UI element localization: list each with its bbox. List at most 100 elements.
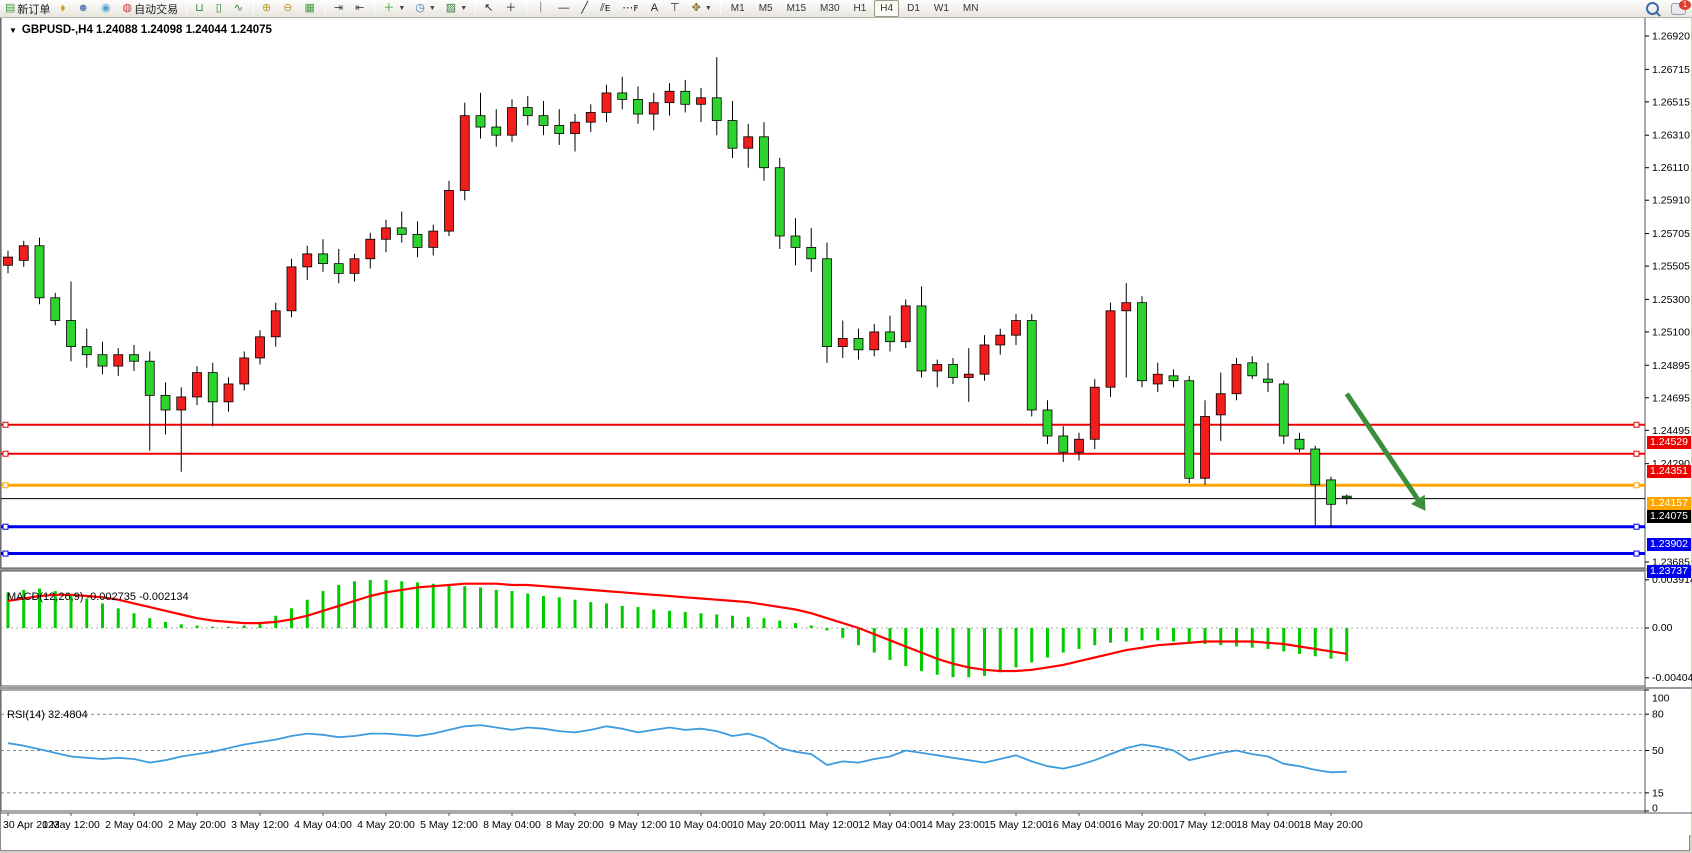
periods-button[interactable]: ◷ ▼ bbox=[411, 0, 440, 17]
candle-body bbox=[570, 121, 580, 134]
time-axis-label: 2 May 20:00 bbox=[168, 819, 226, 831]
chat-icon[interactable]: 1 bbox=[1671, 0, 1691, 15]
chevron-down-icon[interactable]: ▼ bbox=[428, 5, 436, 12]
text-button[interactable]: A bbox=[647, 0, 664, 17]
price-tick-label: 1.25505 bbox=[1652, 261, 1690, 273]
candle-body bbox=[176, 396, 187, 411]
candle-body bbox=[648, 102, 659, 115]
timeframe-h1[interactable]: H1 bbox=[853, 3, 867, 14]
resistance-line-2-right-handle[interactable] bbox=[1633, 450, 1640, 457]
chevron-down-icon[interactable]: ▼ bbox=[460, 5, 468, 12]
crosshair-button[interactable]: ＋ bbox=[501, 0, 522, 17]
timeframe-m15[interactable]: M15 bbox=[786, 3, 807, 14]
timeframe-m1[interactable]: M1 bbox=[730, 3, 745, 14]
time-axis-label: 1 May 12:00 bbox=[42, 819, 100, 831]
candle-body bbox=[900, 305, 911, 343]
signal-button[interactable]: ◉ bbox=[97, 0, 117, 17]
zoom-in-button[interactable]: ⊕ bbox=[258, 0, 277, 17]
chevron-down-icon[interactable]: ▼ bbox=[704, 5, 712, 12]
trend-arrow-annotation[interactable] bbox=[1344, 392, 1422, 504]
candle-body bbox=[144, 360, 155, 396]
candle-body bbox=[885, 331, 895, 343]
price-tick-label: 1.26715 bbox=[1652, 64, 1690, 76]
candle-body bbox=[302, 253, 313, 268]
resistance-line-2-left-handle[interactable] bbox=[2, 450, 9, 457]
candle-body bbox=[1294, 438, 1305, 450]
auto-scroll-button[interactable]: ⇥ bbox=[330, 0, 349, 17]
cursor-button[interactable]: ↖ bbox=[480, 0, 499, 17]
horizontal-line-button[interactable]: — bbox=[554, 0, 575, 17]
support-line-blue-2-right-handle[interactable] bbox=[1633, 550, 1640, 557]
resistance-line-1-price-tag: 1.24529 bbox=[1647, 436, 1691, 450]
candle-body bbox=[633, 99, 643, 115]
arrows-button[interactable]: ✥ ▼ bbox=[688, 0, 716, 17]
new-order-button[interactable]: ▤ 新订单 bbox=[1, 0, 54, 17]
profile-button[interactable]: ☻ bbox=[73, 0, 95, 17]
candle-body bbox=[853, 338, 864, 351]
time-axis-label: 2 May 04:00 bbox=[105, 819, 163, 831]
auto-trading-button[interactable]: ◍ 自动交易 bbox=[119, 0, 183, 17]
equidistant-channel-icon: ⫽ᴇ bbox=[599, 2, 611, 14]
candle-body bbox=[585, 112, 596, 123]
price-tick-label: 1.24695 bbox=[1652, 392, 1690, 404]
text-label-button[interactable]: ⊤ bbox=[666, 0, 686, 17]
time-axis-label: 8 May 20:00 bbox=[546, 819, 604, 831]
candle-body bbox=[18, 245, 29, 261]
line-chart-button[interactable]: ∿ bbox=[230, 0, 249, 17]
zoom-out-button[interactable]: ⊖ bbox=[279, 0, 298, 17]
candle-body bbox=[1215, 393, 1226, 416]
fibonacci-button[interactable]: ⋯ꜰ bbox=[618, 0, 644, 17]
resistance-line-1-left-handle[interactable] bbox=[2, 421, 9, 428]
time-axis-label: 5 May 12:00 bbox=[420, 819, 478, 831]
candle-body bbox=[948, 364, 958, 378]
vertical-line-button[interactable]: ｜ bbox=[531, 0, 552, 17]
candle-body bbox=[538, 115, 549, 126]
support-line-blue-1-right-handle[interactable] bbox=[1633, 523, 1640, 530]
bar-chart-button[interactable]: ⊔ bbox=[191, 0, 210, 17]
candlestick-chart-button[interactable]: ▯ bbox=[212, 0, 228, 17]
support-line-gold-left-handle[interactable] bbox=[2, 482, 9, 489]
indicators-button[interactable]: ＋ ▼ bbox=[379, 0, 409, 17]
rsi-tick-label: 0 bbox=[1652, 803, 1658, 815]
chart-background bbox=[1, 1, 1691, 835]
line-chart-icon: ∿ bbox=[233, 2, 244, 14]
auto-trading-label: 自动交易 bbox=[134, 3, 179, 16]
support-line-blue-1-left-handle[interactable] bbox=[2, 523, 9, 530]
timeframe-m30[interactable]: M30 bbox=[820, 3, 840, 14]
macd-indicator-label: MACD(12,26,9) -0.002735 -0.002134 bbox=[7, 591, 189, 603]
time-axis-label: 10 May 04:00 bbox=[669, 819, 733, 831]
zoom-in-icon: ⊕ bbox=[262, 2, 272, 14]
chart-title[interactable]: ▼ GBPUSD-,H4 1.24088 1.24098 1.24044 1.24… bbox=[9, 24, 272, 36]
timeframe-h4[interactable]: H4 bbox=[874, 0, 900, 17]
price-tick-label: 1.26515 bbox=[1652, 96, 1690, 108]
time-axis-label: 16 May 04:00 bbox=[1047, 819, 1111, 831]
toolbar-separator bbox=[324, 2, 326, 14]
support-line-gold-right-handle[interactable] bbox=[1633, 482, 1640, 489]
timeframe-w1[interactable]: W1 bbox=[933, 3, 949, 14]
bar-chart-icon: ⊔ bbox=[195, 2, 204, 14]
candle-body bbox=[1247, 362, 1258, 377]
chart-shift-button[interactable]: ⇤ bbox=[351, 0, 370, 17]
templates-button[interactable]: ▨ ▼ bbox=[442, 0, 471, 17]
chevron-down-icon[interactable]: ▼ bbox=[398, 5, 406, 12]
timeframe-d1[interactable]: D1 bbox=[907, 3, 920, 14]
timeframe-mn[interactable]: MN bbox=[962, 3, 979, 14]
timeframe-m5[interactable]: M5 bbox=[758, 3, 773, 14]
time-axis-label: 12 May 04:00 bbox=[858, 819, 922, 831]
trendline-button[interactable]: ╱ bbox=[577, 0, 594, 17]
symbol-dropdown-icon[interactable]: ▼ bbox=[9, 26, 17, 35]
chart-shift-icon: ⇤ bbox=[355, 2, 365, 14]
rsi-tick-label: 50 bbox=[1652, 745, 1664, 757]
candle-body bbox=[507, 107, 517, 136]
resistance-line-1-right-handle[interactable] bbox=[1633, 421, 1640, 428]
candle-body bbox=[3, 256, 13, 266]
support-line-blue-2-left-handle[interactable] bbox=[2, 550, 9, 557]
equidistant-channel-button[interactable]: ⫽ᴇ bbox=[596, 0, 616, 17]
tile-windows-button[interactable]: ▦ bbox=[300, 0, 320, 17]
search-icon[interactable] bbox=[1646, 2, 1659, 15]
candle-body bbox=[50, 297, 61, 321]
candle-body bbox=[1278, 383, 1289, 437]
paint-bucket-button[interactable]: ⬧ bbox=[56, 0, 71, 17]
time-axis-label: 4 May 04:00 bbox=[294, 819, 352, 831]
